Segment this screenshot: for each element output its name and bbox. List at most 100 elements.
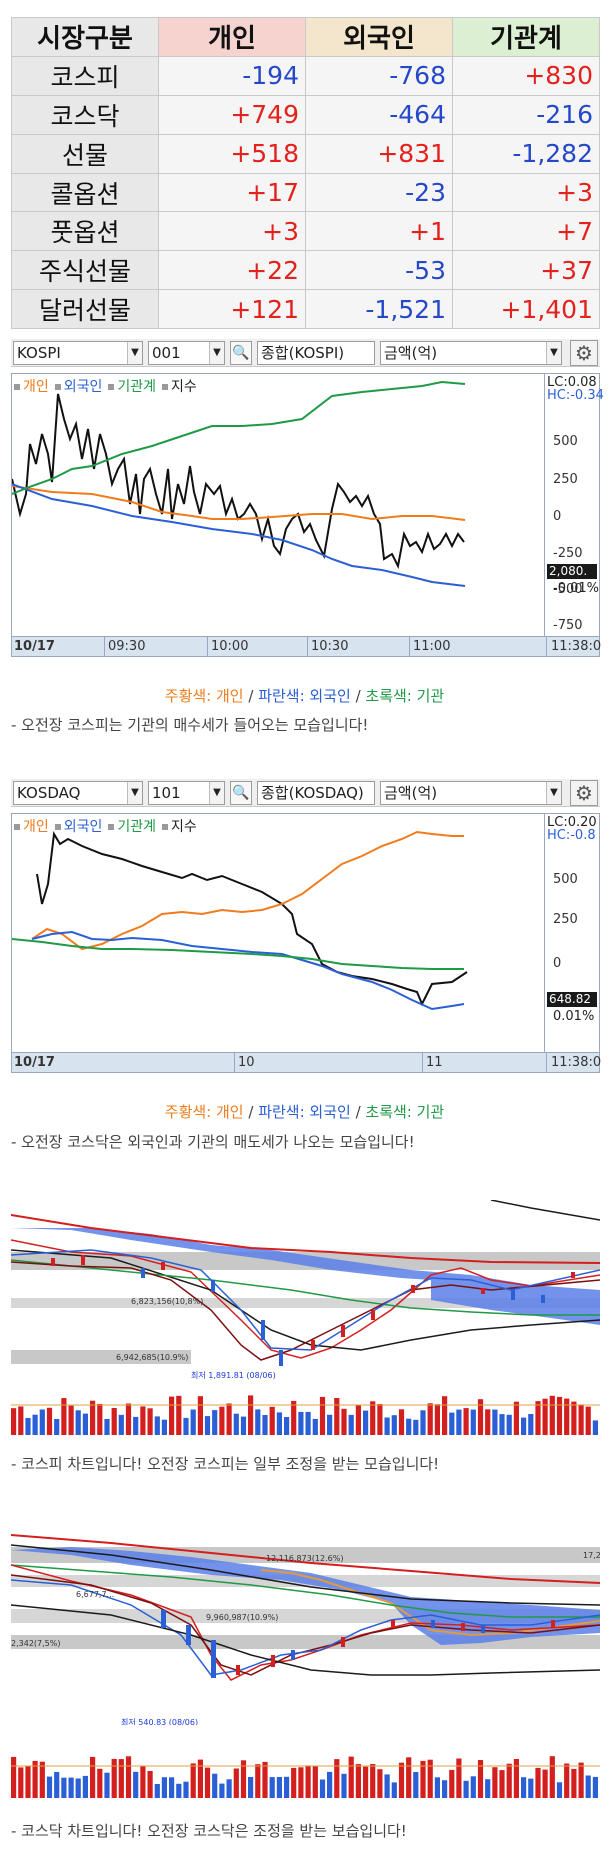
volume-bar xyxy=(327,1414,333,1435)
volume-bar xyxy=(276,1412,282,1435)
institution-line xyxy=(12,380,466,495)
institution-cell: +830 xyxy=(452,55,600,96)
volume-bar xyxy=(46,1776,53,1798)
volume-bar xyxy=(125,1756,132,1798)
chart-legend: 개인 외국인 기관계 지수 xyxy=(14,816,197,836)
y-tick-label: 500 xyxy=(553,872,578,887)
volume-bar xyxy=(90,1756,96,1798)
volume-bar xyxy=(161,1777,167,1798)
volume-bar xyxy=(513,1759,519,1798)
market-select[interactable]: KOSPI ▼ xyxy=(13,340,143,365)
code-select[interactable]: 101 ▼ xyxy=(148,780,225,805)
gear-icon[interactable]: ⚙ xyxy=(570,339,598,366)
chevron-down-icon: ▼ xyxy=(546,341,561,364)
volume-bar xyxy=(32,1760,38,1798)
index-line xyxy=(36,830,468,1007)
legend-item: 지수 xyxy=(162,816,197,836)
volume-bar xyxy=(305,1765,311,1798)
individual-line xyxy=(12,485,466,521)
unit-select[interactable]: 금액(억) ▼ xyxy=(380,780,562,805)
caption-separator: / xyxy=(243,1103,259,1121)
volume-bar xyxy=(348,1414,354,1435)
foreign-cell: +1 xyxy=(305,211,453,252)
volume-bar xyxy=(513,1401,519,1435)
y-tick-label: -250 xyxy=(553,546,583,561)
category-select[interactable]: 종합(KOSDAQ) xyxy=(257,780,375,805)
volume-bar xyxy=(291,1767,297,1798)
caption-individual: 주황색: 개인 xyxy=(164,1103,244,1121)
volume-bar xyxy=(456,1409,462,1435)
legend-item: 외국인 xyxy=(54,376,102,396)
kosdaq-candle-svg: 12,116,873(12.6%) 9,960,987(10.9%) 6,677… xyxy=(11,1534,600,1725)
kospi-level-label: 6,823,156(10,8%) xyxy=(131,1297,203,1306)
x-tick-label: 10/17 xyxy=(14,1055,55,1070)
kosdaq-y-axis: LC:0.20 HC:-0.8 500 250 0 648.82 0.01% xyxy=(544,814,599,1052)
volume-bar xyxy=(499,1770,505,1798)
individual-cell: +22 xyxy=(158,250,306,291)
volume-bar xyxy=(564,1763,570,1798)
volume-bar xyxy=(240,1760,247,1798)
volume-bar xyxy=(104,1419,110,1435)
volume-bar xyxy=(197,1759,203,1798)
volume-bar xyxy=(556,1396,563,1435)
volume-bar xyxy=(176,1395,182,1435)
volume-bar xyxy=(571,1401,577,1435)
volume-bar xyxy=(463,1408,469,1435)
volume-bar xyxy=(75,1410,81,1435)
volume-bar xyxy=(61,1398,67,1435)
magnifier-icon[interactable]: 🔍 xyxy=(230,340,252,365)
gear-icon[interactable]: ⚙ xyxy=(570,779,598,806)
comment-kosdaq-candle: - 코스닥 차트입니다! 오전장 코스닥은 조정을 받는 보습입니다! xyxy=(11,1822,407,1840)
volume-bar xyxy=(39,1409,45,1435)
chevron-down-icon: ▼ xyxy=(546,781,561,804)
kospi-volume-chart xyxy=(11,1391,600,1435)
legend-individual: 개인 xyxy=(23,379,49,395)
kosdaq-low-label: 최저 540.83 (08/06) xyxy=(121,1717,198,1725)
unit-select[interactable]: 금액(억) ▼ xyxy=(380,340,562,365)
volume-bar xyxy=(348,1756,354,1798)
kosdaq-level-label: 9,960,987(10.9%) xyxy=(206,1613,278,1622)
volume-bar xyxy=(578,1762,584,1798)
volume-bar xyxy=(147,1771,153,1798)
lc-label: LC:0.20 xyxy=(547,815,597,830)
kosdaq-candle-chart: 12,116,873(12.6%) 9,960,987(10.9%) 6,677… xyxy=(11,1525,600,1725)
volume-bar xyxy=(327,1771,333,1798)
volume-bar xyxy=(413,1419,419,1435)
category-select[interactable]: 종합(KOSPI) xyxy=(257,340,375,365)
volume-bar xyxy=(528,1778,534,1798)
volume-bar xyxy=(291,1400,297,1435)
volume-bar xyxy=(442,1780,448,1798)
market-select[interactable]: KOSDAQ ▼ xyxy=(13,780,143,805)
x-tick-label: 10/17 xyxy=(14,639,55,654)
table-row: 선물 +518 +831 -1,282 xyxy=(11,133,600,174)
volume-bar xyxy=(449,1412,455,1435)
volume-bar xyxy=(68,1405,74,1435)
foreign-line xyxy=(12,483,466,587)
volume-bar xyxy=(521,1417,527,1435)
code-select[interactable]: 001 ▼ xyxy=(148,340,225,365)
volume-bar xyxy=(585,1775,591,1798)
volume-bar xyxy=(542,1769,548,1798)
volume-bar xyxy=(470,1409,476,1435)
volume-bar xyxy=(154,1416,160,1435)
volume-bar xyxy=(233,1768,239,1798)
volume-bar xyxy=(485,1409,491,1435)
legend-institution: 기관계 xyxy=(117,819,157,835)
y-tick-label: 0 xyxy=(553,509,562,524)
kosdaq-flow-chart: 개인 외국인 기관계 지수 LC:0.20 HC:-0.8 500 250 0 … xyxy=(11,813,601,1073)
volume-bar xyxy=(233,1413,239,1435)
volume-bar xyxy=(564,1398,570,1435)
market-cell: 코스피 xyxy=(11,55,159,96)
volume-bar xyxy=(592,1420,598,1435)
volume-bar xyxy=(176,1783,182,1798)
magnifier-icon[interactable]: 🔍 xyxy=(230,780,252,805)
volume-bar xyxy=(549,1756,555,1798)
volume-bar xyxy=(477,1760,484,1798)
volume-bar xyxy=(82,1413,88,1435)
caption-separator: / xyxy=(350,687,366,705)
y-tick-label: -750 xyxy=(553,618,583,633)
volume-bar xyxy=(406,1418,412,1435)
volume-bar xyxy=(542,1398,548,1435)
volume-bar xyxy=(434,1777,440,1798)
volume-bar xyxy=(240,1416,247,1435)
